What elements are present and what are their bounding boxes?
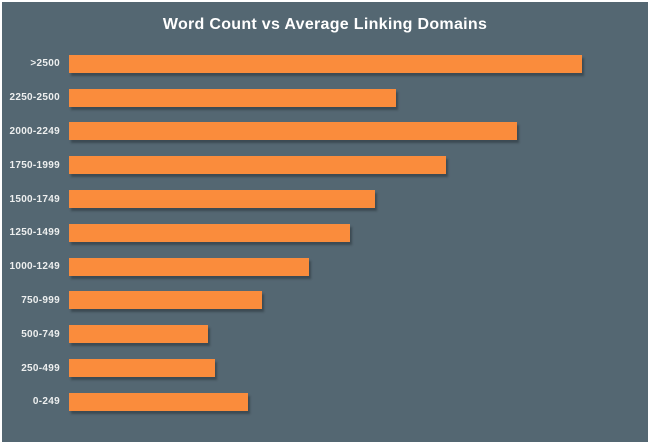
bar-row: >2500 [2,47,648,81]
bar-row: 250-499 [2,351,648,385]
bar-row: 0-249 [2,385,648,419]
category-label: 1750-1999 [9,159,60,171]
bar-row: 1000-1249 [2,250,648,284]
bar [69,359,216,378]
category-label: >2500 [30,58,60,70]
bar [69,223,351,242]
bar [69,122,517,141]
bar [69,325,209,344]
bar-row: 2000-2249 [2,115,648,149]
bar [69,156,447,175]
bar [69,392,249,411]
plot-area: >2500 2250-2500 2000-2249 1750-1999 1500… [2,47,648,419]
category-label: 2000-2249 [9,125,60,137]
bar-row: 1250-1499 [2,216,648,250]
bar-row: 1500-1749 [2,182,648,216]
chart-header: Word Count vs Average Linking Domains [2,2,648,47]
bar [69,257,310,276]
category-label: 0-249 [32,396,60,408]
bar-row: 750-999 [2,284,648,318]
category-label: 2250-2500 [9,92,60,104]
bar-row: 2250-2500 [2,81,648,115]
category-label: 750-999 [21,294,60,306]
bar [69,190,375,209]
bar [69,54,582,73]
bar-row: 1750-1999 [2,148,648,182]
category-label: 1000-1249 [9,261,60,273]
bar [69,291,262,310]
chart-title: Word Count vs Average Linking Domains [162,15,488,33]
category-label: 1250-1499 [9,227,60,239]
bar [69,88,396,107]
bar-row: 500-749 [2,317,648,351]
category-label: 500-749 [21,328,60,340]
category-label: 1500-1749 [9,193,60,205]
category-label: 250-499 [21,362,60,374]
